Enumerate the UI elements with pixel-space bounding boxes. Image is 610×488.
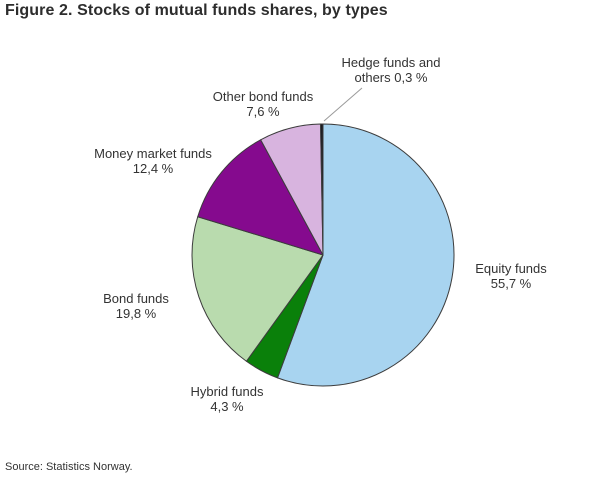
pie-slice-equity-funds [277,123,455,387]
pie-slice-money-market-funds [197,139,324,256]
label-line: 12,4 % [132,161,174,177]
label-line: 55,7 % [490,276,532,292]
label-line: Money market funds [94,146,212,161]
figure-title: Figure 2. Stocks of mutual funds shares,… [5,2,388,19]
slice-label-hybrid-funds: Hybrid funds 4,3 % [191,384,264,415]
pie-slice-hedge-funds-and-others [320,123,324,256]
label-line: 4,3 % [210,399,244,415]
label-line: Hedge funds and [341,55,441,70]
label-line: Bond funds [103,291,169,306]
label-line: 19,8 % [115,306,157,322]
label-line: 7,6 % [246,104,280,120]
pie-slices [191,123,455,387]
slice-label-other-bond-funds: Other bond funds 7,6 % [213,89,313,120]
slice-label-bond-funds: Bond funds 19,8 % [103,291,169,322]
pie-slice-bond-funds [191,216,324,362]
slice-label-hedge-funds-and-others: Hedge funds and others 0,3 % [341,55,440,86]
source-text: Source: Statistics Norway. [5,461,133,473]
label-line: Equity funds [475,261,547,276]
hedge-leader-line [323,87,363,122]
slice-label-money-market-funds: Money market funds 12,4 % [94,146,212,177]
slice-label-equity-funds: Equity funds 55,7 % [475,261,547,292]
label-line: others 0,3 % [354,70,428,86]
label-line: Hybrid funds [190,384,264,399]
label-line: Other bond funds [212,89,314,104]
